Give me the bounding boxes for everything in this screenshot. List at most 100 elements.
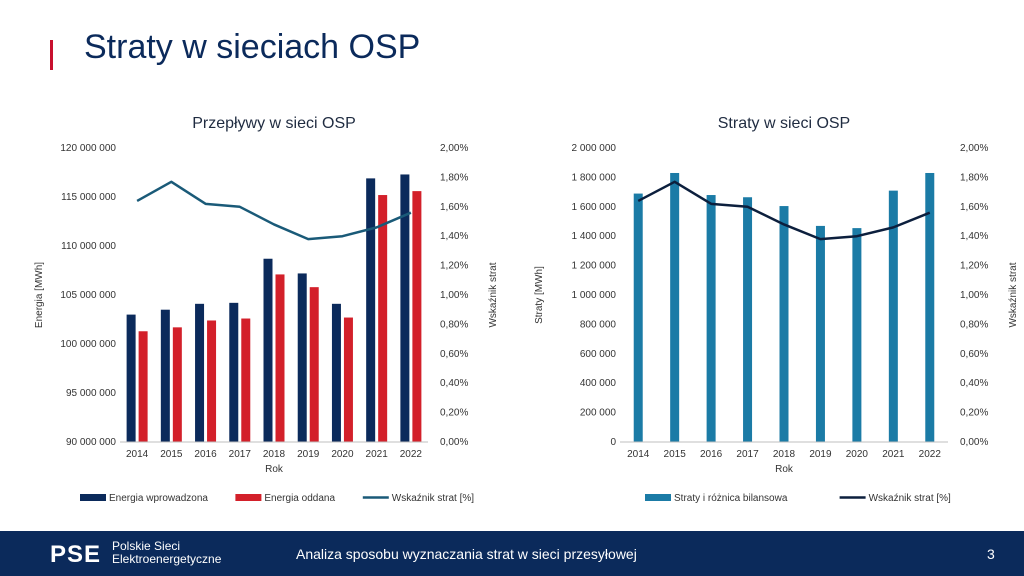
chart-1-y-tick: 1 000 000 <box>572 290 617 301</box>
chart-0-x-tick: 2021 <box>366 449 389 460</box>
chart-1-y-tick: 200 000 <box>580 408 617 419</box>
chart-0-x-tick: 2014 <box>126 449 149 460</box>
chart-0-bar <box>309 287 319 442</box>
chart-0-legend-label: Energia oddana <box>264 493 335 504</box>
chart-0-y-tick: 90 000 000 <box>66 437 116 448</box>
chart-1-y2-tick: 0,40% <box>960 378 988 389</box>
chart-1-x-tick: 2019 <box>809 449 832 460</box>
chart-1-x-tick: 2021 <box>882 449 905 460</box>
chart-0-bar <box>172 327 182 442</box>
chart-1-bar <box>633 193 643 442</box>
chart-1-y2-tick: 0,00% <box>960 437 988 448</box>
chart-0-bar <box>275 274 285 442</box>
chart-0-y2-tick: 1,20% <box>440 261 468 272</box>
chart-1-x-tick: 2022 <box>919 449 942 460</box>
chart-1-y-tick: 1 600 000 <box>572 202 617 213</box>
chart-0-x-tick: 2018 <box>263 449 286 460</box>
chart-1-y2-axis-label: Wskaźnik strat <box>1008 262 1019 327</box>
chart-0-bar <box>366 178 376 442</box>
chart-1-y2-tick: 1,60% <box>960 202 988 213</box>
chart-1-x-axis-label: Rok <box>775 464 794 475</box>
chart-1-y-axis-label: Straty [MWh] <box>534 266 545 324</box>
chart-1-bar <box>925 172 935 443</box>
chart-1-title: Straty w sieci OSP <box>718 115 850 132</box>
chart-0-y-axis-label: Energia [MWh] <box>34 262 45 328</box>
page-number: 3 <box>987 546 995 562</box>
chart-0-y2-tick: 1,40% <box>440 231 468 242</box>
chart-0-y2-tick: 0,00% <box>440 437 468 448</box>
chart-1-y2-tick: 1,80% <box>960 172 988 183</box>
chart-1-x-tick: 2017 <box>736 449 759 460</box>
chart-0-bar <box>297 273 307 442</box>
chart-0-bar <box>207 320 217 442</box>
company-name-line2: Elektroenergetyczne <box>112 552 222 566</box>
chart-1-x-tick: 2016 <box>700 449 723 460</box>
chart-1-y2-tick: 2,00% <box>960 143 988 154</box>
chart-0-bar <box>343 317 353 442</box>
chart-1-bar <box>779 206 789 442</box>
chart-1-y-tick: 1 800 000 <box>572 172 617 183</box>
chart-0-y2-tick: 1,60% <box>440 202 468 213</box>
pse-logo: PSE <box>50 541 102 568</box>
company-name: Polskie Sieci Elektroenergetyczne <box>112 540 221 566</box>
chart-0-title: Przepływy w sieci OSP <box>192 115 356 132</box>
chart-1-y2-tick: 1,20% <box>960 261 988 272</box>
chart-1-y-tick: 0 <box>610 437 616 448</box>
chart-1-series-line <box>637 180 931 241</box>
chart-1-legend-swatch <box>645 494 671 501</box>
chart-0-bar <box>378 195 388 442</box>
chart-0-bar <box>241 318 251 442</box>
chart-0-bar <box>195 303 205 442</box>
chart-0-y2-tick: 0,60% <box>440 349 468 360</box>
chart-losses: Straty w sieci OSP 0 200 000 400 000 600 000… <box>534 115 1019 504</box>
chart-0-y2-tick: 0,20% <box>440 408 468 419</box>
chart-0-series-line <box>136 180 412 241</box>
chart-1-y-tick: 800 000 <box>580 319 617 330</box>
chart-1-y2-tick: 1,40% <box>960 231 988 242</box>
chart-1-y-tick: 600 000 <box>580 349 617 360</box>
chart-0-y2-tick: 1,80% <box>440 172 468 183</box>
chart-1-y2-tick: 1,00% <box>960 290 988 301</box>
chart-1-y2-tick: 0,80% <box>960 319 988 330</box>
chart-0-y-tick: 120 000 000 <box>60 143 116 154</box>
chart-1-y-tick: 1 200 000 <box>572 261 617 272</box>
chart-0-y-tick: 100 000 000 <box>60 339 116 350</box>
chart-1-legend-label: Wskaźnik strat [%] <box>869 493 951 504</box>
chart-1-x-tick: 2020 <box>846 449 869 460</box>
chart-1-x-tick: 2014 <box>627 449 650 460</box>
chart-0-bar <box>138 331 148 442</box>
slide-title: Straty w sieciach OSP <box>84 28 421 66</box>
chart-1-bar <box>743 197 753 442</box>
chart-0-bar <box>229 302 239 442</box>
chart-1-y2-tick: 0,60% <box>960 349 988 360</box>
chart-1-bar <box>888 190 898 442</box>
footer-caption: Analiza sposobu wyznaczania strat w siec… <box>296 546 637 562</box>
title-accent-bar <box>50 40 53 70</box>
chart-1-bar <box>670 172 680 443</box>
chart-0-legend-swatch <box>80 494 106 501</box>
chart-0-legend-swatch <box>235 494 262 501</box>
chart-1-y-tick: 1 400 000 <box>572 231 617 242</box>
chart-0-legend-label: Wskaźnik strat [%] <box>392 493 474 504</box>
chart-0-y-tick: 115 000 000 <box>61 192 116 203</box>
chart-1-bar <box>706 195 716 442</box>
chart-0-y2-tick: 2,00% <box>440 143 468 154</box>
chart-0-x-tick: 2015 <box>160 449 183 460</box>
chart-0-x-tick: 2022 <box>400 449 423 460</box>
chart-0-y-tick: 105 000 000 <box>60 290 116 301</box>
chart-0-bar <box>331 303 341 442</box>
chart-0-y2-tick: 1,00% <box>440 290 468 301</box>
chart-1-bar <box>852 228 862 442</box>
chart-0-x-tick: 2020 <box>331 449 354 460</box>
footer-bar: PSE Polskie Sieci Elektroenergetyczne An… <box>0 531 1024 576</box>
chart-0-x-tick: 2016 <box>194 449 217 460</box>
chart-1-bar <box>815 225 825 442</box>
chart-0-x-tick: 2017 <box>229 449 252 460</box>
chart-0-bar <box>412 191 422 442</box>
chart-1-y2-tick: 0,20% <box>960 408 988 419</box>
chart-1-x-tick: 2018 <box>773 449 796 460</box>
chart-0-bar <box>126 314 136 442</box>
chart-1-x-tick: 2015 <box>664 449 687 460</box>
chart-0-y2-tick: 0,40% <box>440 378 468 389</box>
chart-0-legend-label: Energia wprowadzona <box>109 493 208 504</box>
